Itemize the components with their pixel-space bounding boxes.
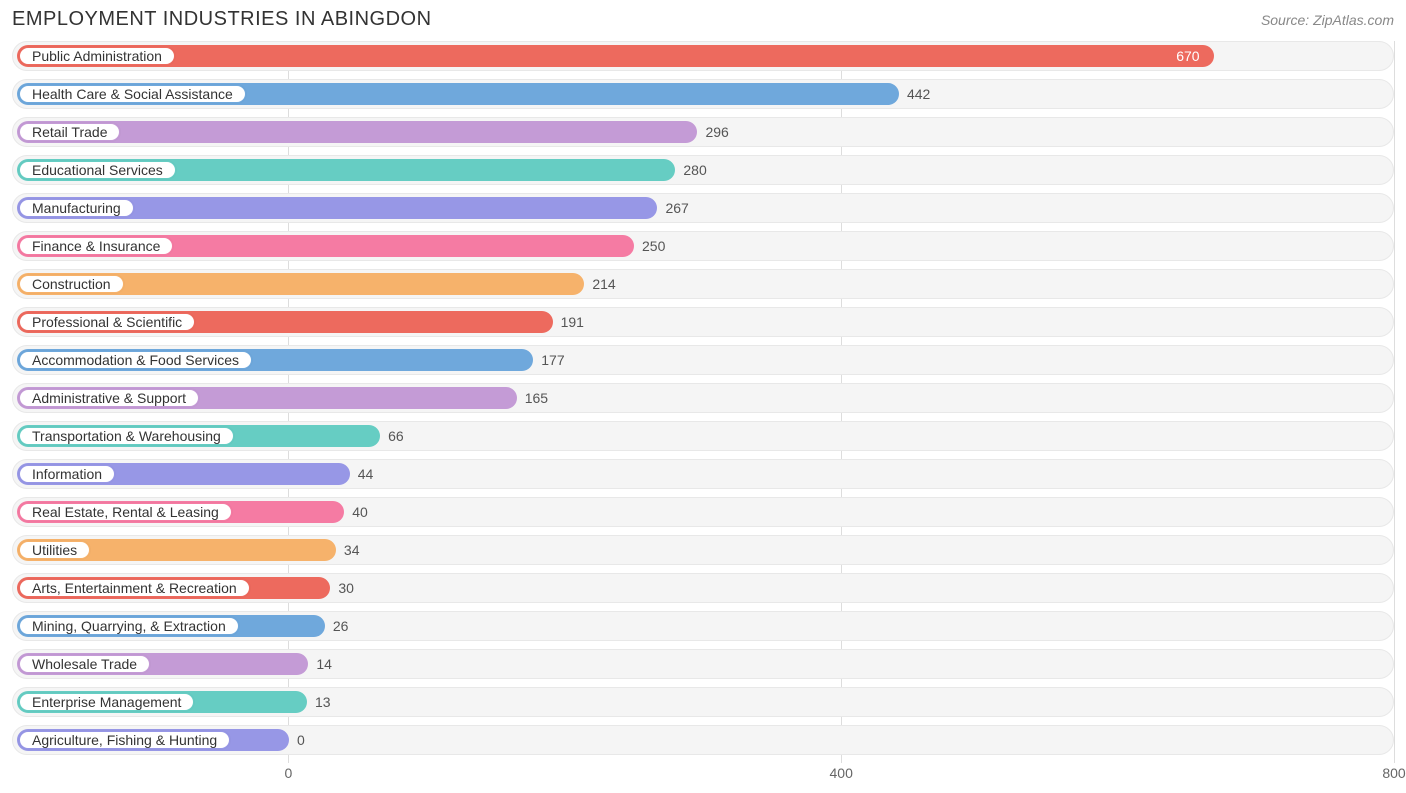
x-axis-tick: 400 bbox=[830, 765, 853, 781]
bar-value: 250 bbox=[642, 232, 665, 260]
bar-value: 66 bbox=[388, 422, 404, 450]
bar-track: Retail Trade 296 bbox=[12, 117, 1394, 147]
bar-value: 280 bbox=[683, 156, 706, 184]
bar-label-pill: Educational Services bbox=[19, 161, 176, 179]
bar-value: 30 bbox=[338, 574, 354, 602]
bar-track: Utilities 34 bbox=[12, 535, 1394, 565]
bar-track: Educational Services 280 bbox=[12, 155, 1394, 185]
bar-value: 44 bbox=[358, 460, 374, 488]
bar-track: Transportation & Warehousing 66 bbox=[12, 421, 1394, 451]
bar-track: Enterprise Management 13 bbox=[12, 687, 1394, 717]
bar-value: 26 bbox=[333, 612, 349, 640]
bar-track: Wholesale Trade 14 bbox=[12, 649, 1394, 679]
bar-value: 0 bbox=[297, 726, 305, 754]
bar-value: 13 bbox=[315, 688, 331, 716]
bar-chart-bars: 670 Public Administration Health Care & So… bbox=[12, 41, 1394, 755]
chart-title: EMPLOYMENT INDUSTRIES IN ABINGDON bbox=[12, 8, 432, 31]
bar-label-pill: Health Care & Social Assistance bbox=[19, 85, 246, 103]
bar-label-pill: Wholesale Trade bbox=[19, 655, 150, 673]
bar-label-pill: Retail Trade bbox=[19, 123, 120, 141]
bar-label-pill: Public Administration bbox=[19, 47, 175, 65]
x-axis-tick: 800 bbox=[1382, 765, 1405, 781]
bar-track: Professional & Scientific 191 bbox=[12, 307, 1394, 337]
bar-label-pill: Finance & Insurance bbox=[19, 237, 173, 255]
bar: 670 bbox=[17, 45, 1214, 67]
bar-value: 442 bbox=[907, 80, 930, 108]
bar-track: Health Care & Social Assistance 442 bbox=[12, 79, 1394, 109]
bar-label-pill: Utilities bbox=[19, 541, 90, 559]
bar-label-pill: Transportation & Warehousing bbox=[19, 427, 234, 445]
bar-value: 40 bbox=[352, 498, 368, 526]
bar-label-pill: Professional & Scientific bbox=[19, 313, 195, 331]
bar-value: 296 bbox=[705, 118, 728, 146]
bar-label-pill: Arts, Entertainment & Recreation bbox=[19, 579, 250, 597]
bar-track: Finance & Insurance 250 bbox=[12, 231, 1394, 261]
bar-track: Mining, Quarrying, & Extraction 26 bbox=[12, 611, 1394, 641]
bar-label-pill: Construction bbox=[19, 275, 124, 293]
gridline bbox=[1394, 41, 1395, 763]
chart-source: Source: ZipAtlas.com bbox=[1261, 12, 1394, 28]
x-axis-tick: 0 bbox=[284, 765, 292, 781]
bar-track: Arts, Entertainment & Recreation 30 bbox=[12, 573, 1394, 603]
bar-value: 191 bbox=[561, 308, 584, 336]
bar-track: Manufacturing 267 bbox=[12, 193, 1394, 223]
bar-chart: 670 Public Administration Health Care & So… bbox=[12, 41, 1394, 785]
bar-track: Accommodation & Food Services 177 bbox=[12, 345, 1394, 375]
bar-track: Construction 214 bbox=[12, 269, 1394, 299]
bar-label-pill: Manufacturing bbox=[19, 199, 134, 217]
bar-track: 670 Public Administration bbox=[12, 41, 1394, 71]
bar-label-pill: Agriculture, Fishing & Hunting bbox=[19, 731, 230, 749]
bar-track: Real Estate, Rental & Leasing 40 bbox=[12, 497, 1394, 527]
bar-value: 670 bbox=[1176, 45, 1199, 67]
bar-value: 214 bbox=[592, 270, 615, 298]
bar-value: 267 bbox=[665, 194, 688, 222]
bar-label-pill: Enterprise Management bbox=[19, 693, 194, 711]
bar-label-pill: Real Estate, Rental & Leasing bbox=[19, 503, 232, 521]
bar-track: Information 44 bbox=[12, 459, 1394, 489]
bar-value: 165 bbox=[525, 384, 548, 412]
bar-label-pill: Mining, Quarrying, & Extraction bbox=[19, 617, 239, 635]
bar-track: Agriculture, Fishing & Hunting 0 bbox=[12, 725, 1394, 755]
bar-value: 14 bbox=[316, 650, 332, 678]
bar-track: Administrative & Support 165 bbox=[12, 383, 1394, 413]
x-axis: 0400800 bbox=[12, 763, 1394, 785]
bar-label-pill: Information bbox=[19, 465, 115, 483]
bar-label-pill: Administrative & Support bbox=[19, 389, 199, 407]
bar-label-pill: Accommodation & Food Services bbox=[19, 351, 252, 369]
chart-header: EMPLOYMENT INDUSTRIES IN ABINGDON Source… bbox=[12, 8, 1394, 31]
bar-value: 177 bbox=[541, 346, 564, 374]
bar-value: 34 bbox=[344, 536, 360, 564]
